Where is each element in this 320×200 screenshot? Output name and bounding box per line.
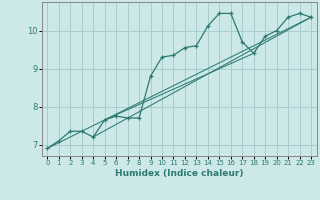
X-axis label: Humidex (Indice chaleur): Humidex (Indice chaleur) [115,169,244,178]
